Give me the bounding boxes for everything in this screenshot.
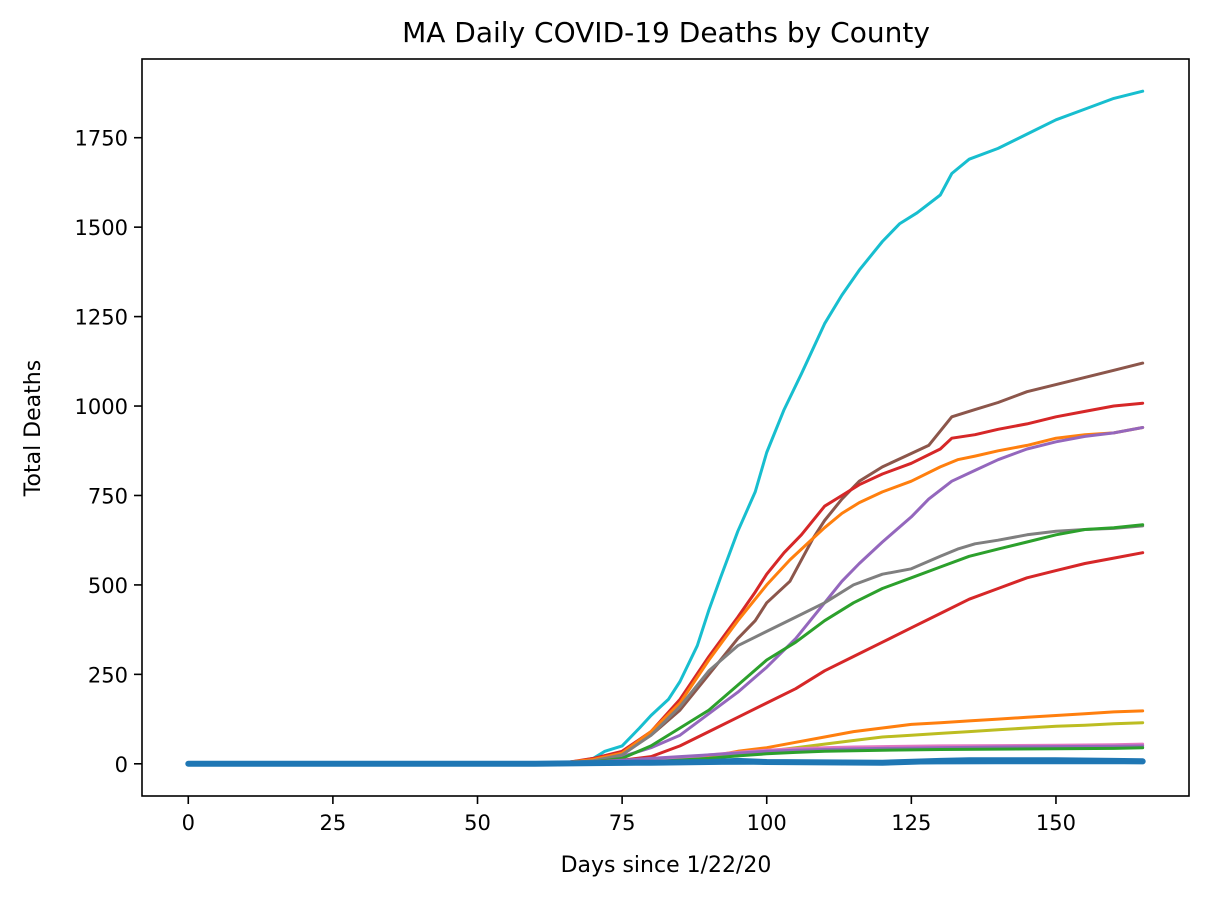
plot-frame — [141, 58, 1190, 797]
series-line-6 — [186, 524, 1145, 766]
y-tick-label: 1500 — [75, 216, 128, 240]
chart-title: MA Daily COVID-19 Deaths by County — [402, 16, 930, 49]
y-tick-label: 1000 — [75, 395, 128, 419]
y-tick-label: 1250 — [75, 306, 128, 330]
x-tick-label: 25 — [320, 811, 347, 835]
y-tick-label: 1750 — [75, 127, 128, 151]
series-line-1 — [186, 89, 1145, 766]
x-tick-label: 150 — [1036, 811, 1076, 835]
series-group — [185, 89, 1146, 767]
series-line-4 — [186, 426, 1145, 766]
y-tick-label: 750 — [88, 484, 128, 508]
y-tick-label: 500 — [88, 574, 128, 598]
x-tick-label: 50 — [464, 811, 491, 835]
y-tick-label: 250 — [88, 663, 128, 687]
series-line-5 — [186, 426, 1145, 766]
y-axis-label: Total Deaths — [21, 360, 46, 497]
x-tick-label: 100 — [747, 811, 787, 835]
x-axis-label: Days since 1/22/20 — [561, 853, 772, 878]
x-axis: 0 25 50 75 100 125 150 — [182, 796, 1076, 835]
y-tick-label: 0 — [115, 753, 128, 777]
y-axis: 0 250 500 750 1000 1250 1500 1750 — [75, 127, 142, 777]
series-line-15 — [186, 761, 1145, 766]
x-tick-label: 125 — [891, 811, 931, 835]
x-tick-label: 0 — [182, 811, 195, 835]
x-tick-label: 75 — [609, 811, 636, 835]
